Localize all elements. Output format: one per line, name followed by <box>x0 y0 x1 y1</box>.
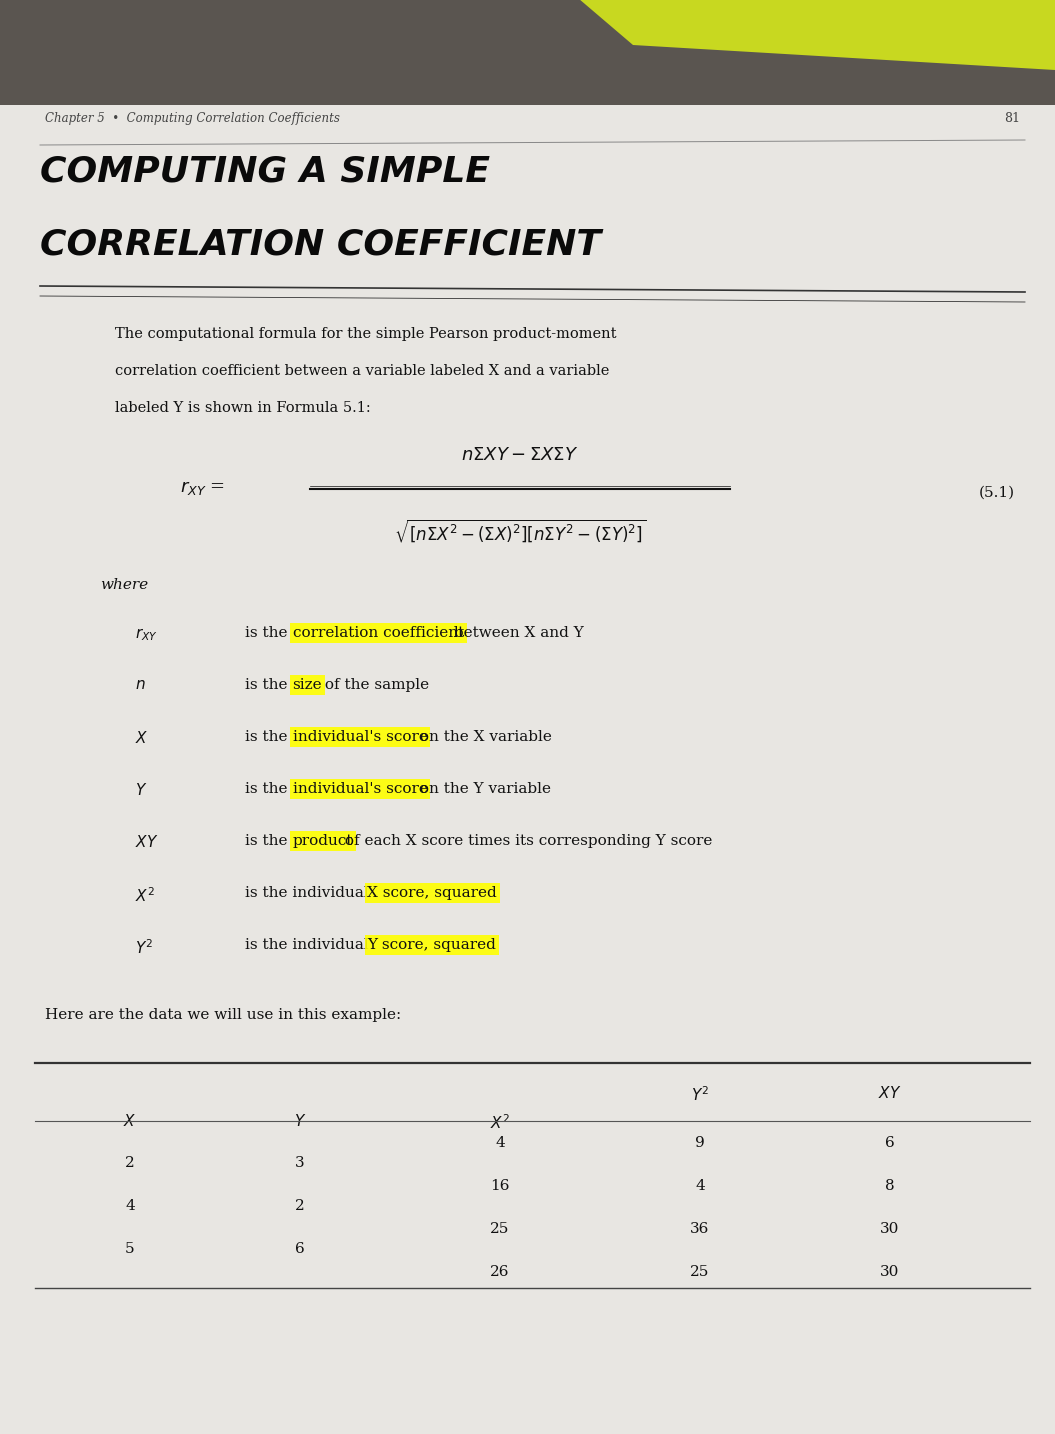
Text: product: product <box>292 835 353 847</box>
Polygon shape <box>0 0 1055 105</box>
Text: correlation coefficient between a variable labeled X and a variable: correlation coefficient between a variab… <box>115 364 610 379</box>
Text: correlation coefficient: correlation coefficient <box>292 627 464 640</box>
Text: 30: 30 <box>880 1265 900 1279</box>
Text: $\sqrt{[n\Sigma X^2-(\Sigma X)^2][n\Sigma Y^2-(\Sigma Y)^2]}$: $\sqrt{[n\Sigma X^2-(\Sigma X)^2][n\Sigm… <box>394 518 647 545</box>
Text: 4: 4 <box>126 1199 135 1213</box>
Text: 6: 6 <box>295 1242 305 1256</box>
Text: 6: 6 <box>885 1136 895 1150</box>
Text: $X$: $X$ <box>135 730 149 746</box>
Text: $n$: $n$ <box>135 678 146 693</box>
Text: between X and Y: between X and Y <box>449 627 583 640</box>
Text: CORRELATION COEFFICIENT: CORRELATION COEFFICIENT <box>40 227 601 261</box>
Text: of the sample: of the sample <box>320 678 429 693</box>
Text: is the: is the <box>245 627 292 640</box>
Text: on the Y variable: on the Y variable <box>415 782 551 796</box>
Text: $Y^2$: $Y^2$ <box>135 938 153 956</box>
Text: $Y$: $Y$ <box>135 782 148 797</box>
Text: of each X score times its corresponding Y score: of each X score times its corresponding … <box>340 835 712 847</box>
Text: 25: 25 <box>491 1222 510 1236</box>
Text: (5.1): (5.1) <box>979 486 1015 500</box>
Text: individual's score: individual's score <box>292 782 427 796</box>
Text: 25: 25 <box>690 1265 710 1279</box>
Text: $X$: $X$ <box>123 1113 137 1129</box>
Text: where: where <box>100 578 148 592</box>
Text: 2: 2 <box>126 1156 135 1170</box>
Text: is the: is the <box>245 730 292 744</box>
Text: 16: 16 <box>491 1179 510 1193</box>
Text: labeled Y is shown in Formula 5.1:: labeled Y is shown in Formula 5.1: <box>115 402 370 414</box>
Text: $r_{XY}$: $r_{XY}$ <box>135 627 158 642</box>
Text: 3: 3 <box>295 1156 305 1170</box>
Text: 81: 81 <box>1004 112 1020 125</box>
Text: 8: 8 <box>885 1179 895 1193</box>
Text: Y score, squared: Y score, squared <box>367 938 496 952</box>
Text: is the: is the <box>245 782 292 796</box>
Text: 5: 5 <box>126 1242 135 1256</box>
Text: 9: 9 <box>695 1136 705 1150</box>
Text: $n\Sigma XY-\Sigma X\Sigma Y$: $n\Sigma XY-\Sigma X\Sigma Y$ <box>461 446 579 465</box>
Text: is the: is the <box>245 835 292 847</box>
Text: is the: is the <box>245 678 292 693</box>
Text: 30: 30 <box>880 1222 900 1236</box>
Text: individual's score: individual's score <box>292 730 427 744</box>
Text: X score, squared: X score, squared <box>367 886 497 901</box>
Text: $X^2$: $X^2$ <box>135 886 155 905</box>
Text: on the X variable: on the X variable <box>415 730 552 744</box>
Text: 4: 4 <box>695 1179 705 1193</box>
Text: $Y^2$: $Y^2$ <box>691 1086 709 1104</box>
Text: 36: 36 <box>690 1222 710 1236</box>
Text: $X^2$: $X^2$ <box>490 1113 510 1131</box>
Text: $r_{XY}$ =: $r_{XY}$ = <box>180 479 225 498</box>
Text: Here are the data we will use in this example:: Here are the data we will use in this ex… <box>45 1008 401 1022</box>
Text: Chapter 5  •  Computing Correlation Coefficients: Chapter 5 • Computing Correlation Coeffi… <box>45 112 340 125</box>
Polygon shape <box>0 105 1055 1434</box>
Text: $XY$: $XY$ <box>879 1086 902 1101</box>
Text: $Y$: $Y$ <box>294 1113 306 1129</box>
Text: is the individual: is the individual <box>245 938 373 952</box>
Text: size: size <box>292 678 322 693</box>
Text: The computational formula for the simple Pearson product-moment: The computational formula for the simple… <box>115 327 616 341</box>
Text: is the individual: is the individual <box>245 886 373 901</box>
Text: 26: 26 <box>491 1265 510 1279</box>
Text: COMPUTING A SIMPLE: COMPUTING A SIMPLE <box>40 155 490 189</box>
Text: $XY$: $XY$ <box>135 835 158 850</box>
Text: 2: 2 <box>295 1199 305 1213</box>
Text: 4: 4 <box>495 1136 505 1150</box>
Polygon shape <box>580 0 1055 70</box>
